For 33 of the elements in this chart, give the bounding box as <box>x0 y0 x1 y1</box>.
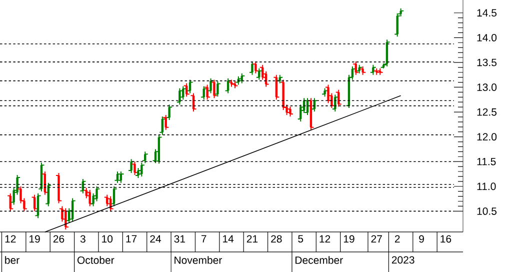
text: November <box>174 256 222 264</box>
x-tick-label: 10 <box>102 235 113 243</box>
y-tick-label: 11.5 <box>477 158 496 166</box>
y-tick-label: 13.0 <box>477 84 497 91</box>
y-tick-label: 13.5 <box>477 58 497 66</box>
text: 2023 <box>392 256 414 264</box>
x-tick-label: 31 <box>174 235 185 243</box>
x-tick-label: 12 <box>5 235 16 243</box>
x-tick-label: 17 <box>126 235 137 242</box>
text: ber <box>5 256 20 264</box>
y-tick-label: 12.0 <box>477 133 497 141</box>
y-tick-label: 11.0 <box>477 182 496 190</box>
x-tick-label: 3 <box>80 235 86 243</box>
x-tick-label: 21 <box>246 235 258 243</box>
y-tick-label: 14.0 <box>477 34 497 42</box>
x-tick-label: 14 <box>223 235 234 242</box>
x-tick-label: 12 <box>320 235 330 243</box>
x-tick-label: 27 <box>371 235 382 243</box>
x-tick-label: 28 <box>271 235 282 243</box>
text: December <box>296 256 343 264</box>
x-tick-label: 9 <box>419 235 424 243</box>
x-tick-label: 5 <box>298 235 304 243</box>
x-tick-label: 24 <box>150 235 162 243</box>
x-tick-label: 19 <box>30 235 40 243</box>
x-tick-label: 26 <box>53 235 64 243</box>
x-tick-label: 7 <box>201 235 206 242</box>
y-tick-label: 10.5 <box>477 207 497 215</box>
x-tick-label: 2 <box>394 235 400 243</box>
x-tick-label: 19 <box>344 235 354 243</box>
y-tick-label: 14.5 <box>477 9 497 17</box>
x-tick-label: 16 <box>440 235 452 243</box>
y-tick-label: 12.5 <box>477 108 497 116</box>
text: October <box>77 256 114 264</box>
